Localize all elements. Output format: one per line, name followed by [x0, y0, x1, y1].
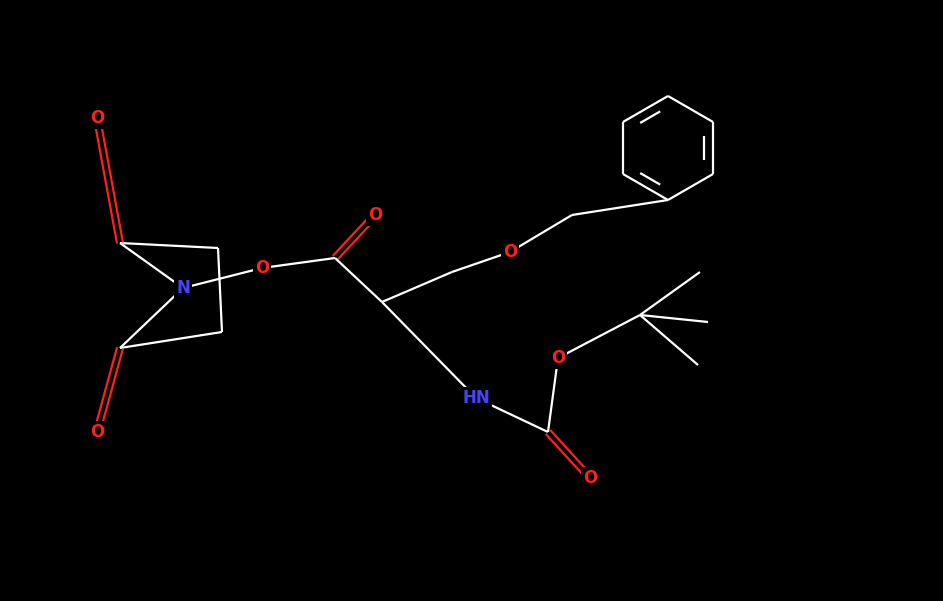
Text: N: N [176, 279, 190, 297]
Text: O: O [551, 349, 565, 367]
Text: O: O [90, 423, 104, 441]
Text: O: O [255, 259, 269, 277]
Text: O: O [503, 243, 517, 261]
Text: O: O [583, 469, 597, 487]
Text: O: O [90, 109, 104, 127]
Text: HN: HN [462, 389, 489, 407]
Text: O: O [368, 206, 382, 224]
